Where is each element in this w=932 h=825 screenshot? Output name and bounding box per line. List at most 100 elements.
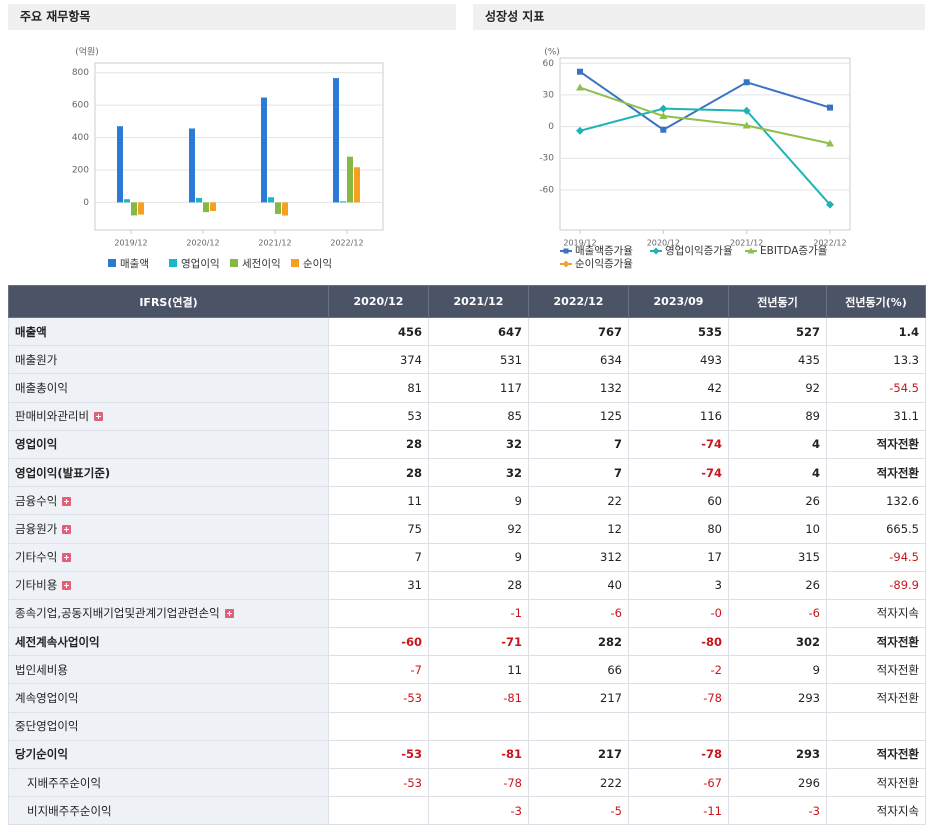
header-cell: 전년동기 <box>728 285 827 318</box>
bar <box>333 78 339 203</box>
value-cell: 22 <box>528 486 629 516</box>
table-row: 영업이익(발표기준) 28 32 7 -74 4 적자전환 <box>8 457 926 488</box>
row-label: 매출액 <box>8 316 329 347</box>
value-cell: 31 <box>328 570 429 600</box>
table-row: 당기순이익 -53 -81 217 -78 293 적자전환 <box>8 739 926 770</box>
point <box>577 68 583 75</box>
value-cell: 28 <box>328 457 429 488</box>
bar <box>340 201 346 203</box>
value-cell: 53 <box>328 401 429 431</box>
row-label: 기타비용 <box>8 570 329 600</box>
value-cell: -74 <box>628 429 729 459</box>
table-row: 비지배주주순이익 -3 -5 -11 -3 적자지속 <box>8 796 926 825</box>
y-tick-label: 0 <box>548 122 554 132</box>
value-cell: -80 <box>628 627 729 657</box>
point <box>743 79 750 86</box>
row-label: 판매비와관리비 <box>8 401 329 431</box>
value-cell: 293 <box>728 683 827 713</box>
value-cell: 12 <box>528 514 629 544</box>
value-cell: 7 <box>528 429 629 459</box>
value-cell: 1.4 <box>826 316 926 347</box>
x-tick-label: 2020/12 <box>647 239 680 248</box>
expand-button[interactable] <box>62 496 72 506</box>
header-cell: 전년동기(%) <box>826 285 926 318</box>
value-cell: 535 <box>628 316 729 347</box>
table-row: 매출액 456 647 767 535 527 1.4 <box>8 316 926 347</box>
value-cell: 28 <box>328 429 429 459</box>
y-tick-label: -30 <box>539 154 554 164</box>
value-cell: 4 <box>728 457 827 488</box>
point <box>826 200 834 209</box>
value-cell <box>328 796 429 825</box>
value-cell: 40 <box>528 570 629 600</box>
point <box>660 126 667 133</box>
value-cell: -71 <box>428 627 529 657</box>
row-label: 매출원가 <box>8 345 329 375</box>
table-row: 세전계속사업이익 -60 -71 282 -80 302 적자전환 <box>8 627 926 657</box>
value-cell: -1 <box>428 598 529 629</box>
header-cell: 2022/12 <box>528 285 629 318</box>
value-cell: 92 <box>728 373 827 403</box>
table-row: 지배주주순이익 -53 -78 222 -67 296 적자전환 <box>8 767 926 798</box>
point <box>747 247 755 254</box>
value-cell: -7 <box>328 655 429 685</box>
row-label: 중단영업이익 <box>8 711 329 741</box>
header-cell: 2023/09 <box>628 285 729 318</box>
point <box>742 121 751 129</box>
row-label: 금융수익 <box>8 486 329 516</box>
value-cell: 11 <box>428 655 529 685</box>
value-cell: 적자전환 <box>826 429 926 459</box>
x-tick-label: 2021/12 <box>730 239 763 248</box>
table-row: 중단영업이익 <box>8 711 926 741</box>
expand-button[interactable] <box>62 524 72 534</box>
row-label-text: 당기순이익 <box>15 747 68 762</box>
value-cell: 665.5 <box>826 514 926 544</box>
value-cell: 적자지속 <box>826 796 926 825</box>
value-cell: -60 <box>328 627 429 657</box>
value-cell: 적자전환 <box>826 767 926 798</box>
value-cell: 32 <box>428 429 529 459</box>
expand-button[interactable] <box>62 581 72 591</box>
bar <box>354 167 360 203</box>
value-cell: 7 <box>528 457 629 488</box>
axis-label: (억원) <box>75 46 99 58</box>
row-label-text: 지배주주순이익 <box>27 775 102 790</box>
row-label: 계속영업이익 <box>8 683 329 713</box>
value-cell: 3 <box>628 570 729 600</box>
value-cell: -74 <box>628 457 729 488</box>
point <box>652 247 660 255</box>
expand-button[interactable] <box>94 412 104 422</box>
x-tick-label: 2022/12 <box>330 239 363 248</box>
value-cell: 217 <box>528 683 629 713</box>
row-label-text: 판매비와관리비 <box>15 409 90 424</box>
legend-swatch <box>291 259 299 267</box>
bar <box>196 197 202 203</box>
bar <box>261 97 267 203</box>
financial-table: IFRS(연결) 2020/12 2021/12 2022/12 2023/09 전년동기… <box>8 285 926 825</box>
value-cell: 11 <box>328 486 429 516</box>
row-label-text: 세전계속사업이익 <box>15 634 100 649</box>
row-label: 종속기업,공동지배기업및관계기업관련손익 <box>8 598 329 629</box>
value-cell: 493 <box>628 345 729 375</box>
value-cell: 85 <box>428 401 529 431</box>
expand-button[interactable] <box>224 609 234 619</box>
panel-header <box>473 4 925 30</box>
panel-title: 주요 재무항목 <box>20 9 90 24</box>
point <box>562 260 570 268</box>
value-cell: 132 <box>528 373 629 403</box>
value-cell: 42 <box>628 373 729 403</box>
header-cell: 2020/12 <box>328 285 429 318</box>
value-cell: -53 <box>328 683 429 713</box>
value-cell: 374 <box>328 345 429 375</box>
table-row: 종속기업,공동지배기업및관계기업관련손익 -1 -6 -0 -6 적자지속 <box>8 598 926 629</box>
table-row: 영업이익 28 32 7 -74 4 적자전환 <box>8 429 926 459</box>
expand-button[interactable] <box>62 553 72 563</box>
point <box>827 104 833 111</box>
value-cell: 132.6 <box>826 486 926 516</box>
value-cell: 81 <box>328 373 429 403</box>
row-label-text: 비지배주주순이익 <box>27 803 112 818</box>
value-cell <box>328 711 429 741</box>
bar <box>347 156 353 203</box>
row-label-text: 금융원가 <box>15 521 58 536</box>
x-tick-label: 2020/12 <box>186 239 219 248</box>
